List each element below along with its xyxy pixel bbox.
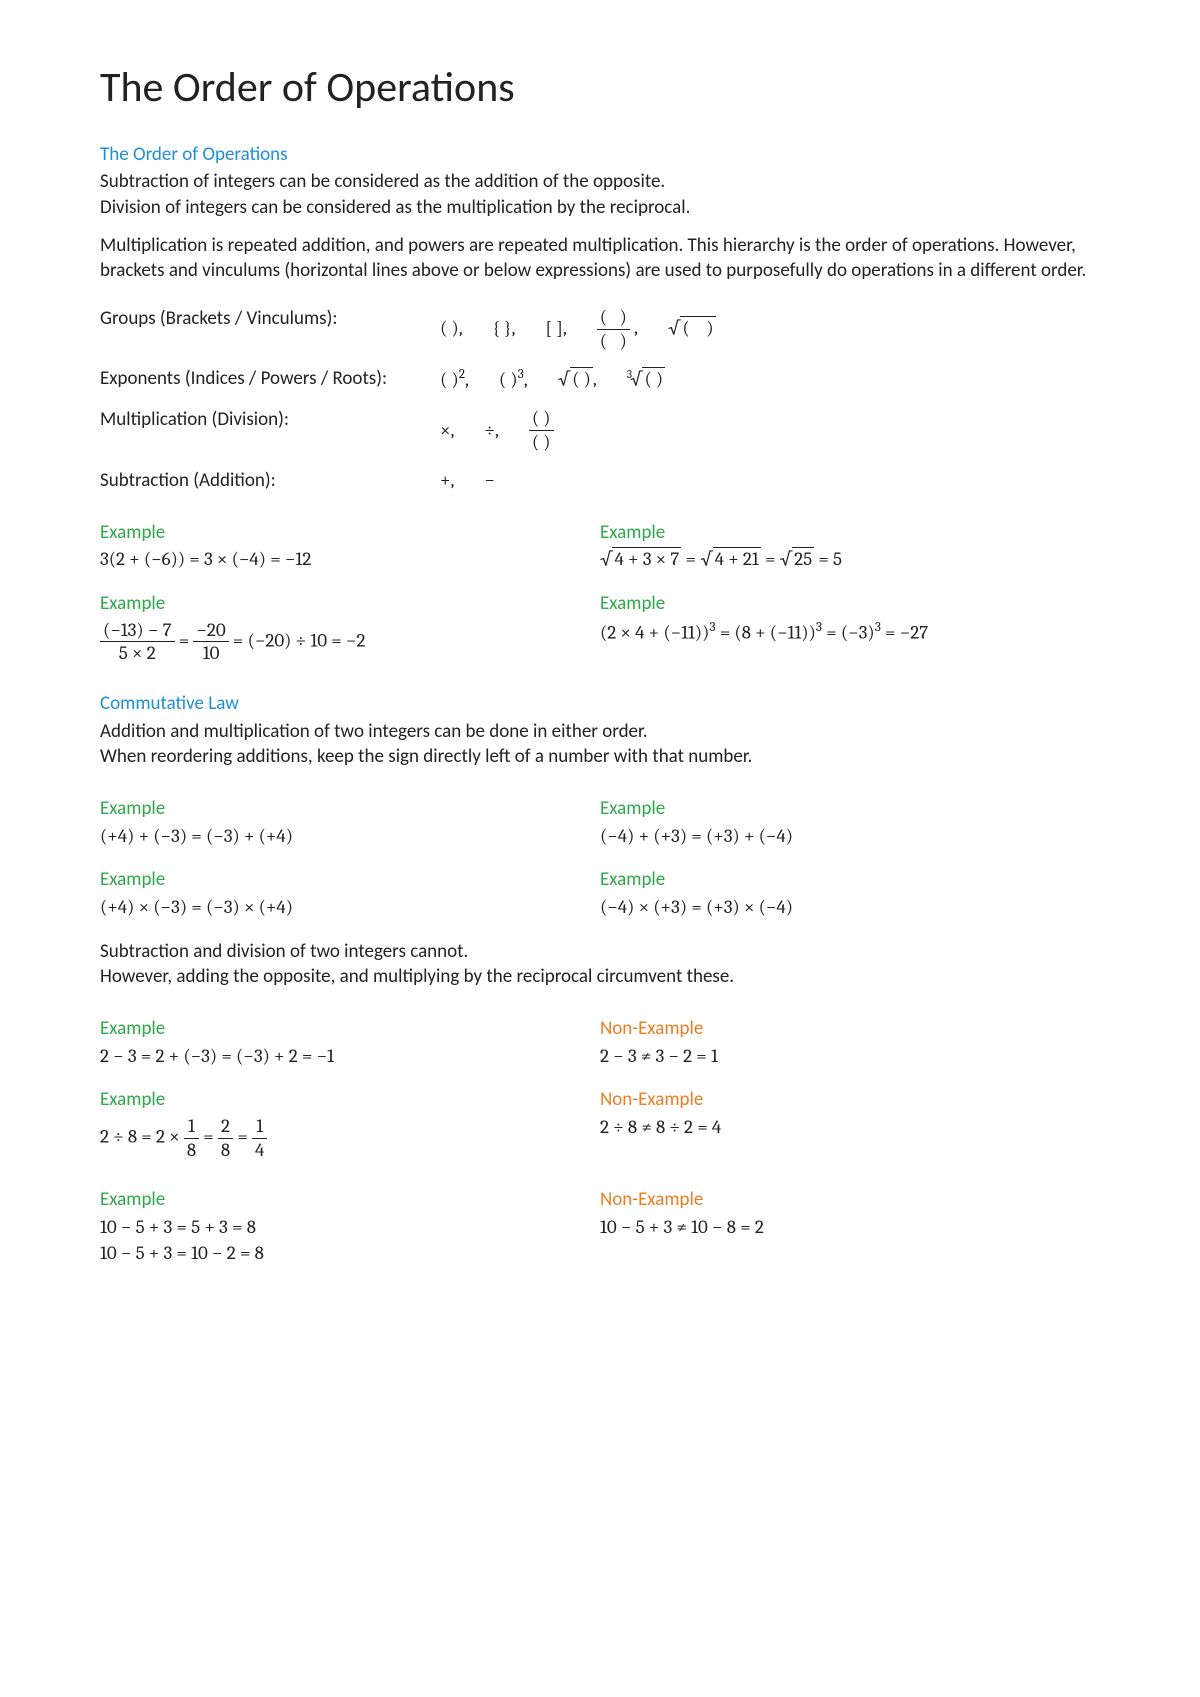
intro-line-2: Division of integers can be considered a…	[100, 195, 1100, 221]
frac-num: 1	[252, 1115, 267, 1139]
nonexample-3d: Non-Example 2 ÷ 8 ≠ 8 ÷ 2 = 4	[600, 1087, 1100, 1161]
section-heading: Commutative Law	[100, 691, 1100, 717]
op-row-sub: Subtraction (Addition): +, −	[100, 468, 1100, 494]
op-symbols-mult: ×, ÷, ( )( )	[440, 407, 554, 454]
op-label-sub: Subtraction (Addition):	[100, 468, 440, 494]
op-label-groups: Groups (Brackets / Vinculums):	[100, 306, 440, 353]
math-eq: =	[233, 1126, 252, 1148]
op-row-mult: Multiplication (Division): ×, ÷, ( )( )	[100, 407, 1100, 454]
example-2a: Example (+4) + (−3) = (−3) + (+4)	[100, 796, 600, 849]
example-label: Example	[100, 1016, 600, 1042]
nonexample-3f: Non-Example 10 − 5 + 3 ≠ 10 − 8 = 2	[600, 1187, 1100, 1266]
example-2a-math: (+4) + (−3) = (−3) + (+4)	[100, 824, 600, 850]
example-3c: Example 2 ÷ 8 = 2 × 18 = 28 = 14	[100, 1087, 600, 1161]
op-symbols-sub: +, −	[440, 468, 495, 494]
op-label-exponents: Exponents (Indices / Powers / Roots):	[100, 366, 440, 393]
section-heading: The Order of Operations	[100, 142, 1100, 168]
frac-den: 10	[193, 642, 228, 665]
page-title: The Order of Operations	[100, 60, 1100, 117]
example-1b-math: 4 + 3 × 7 = 4 + 21 = 25 = 5	[600, 547, 1100, 573]
commutative-line-2: When reordering additions, keep the sign…	[100, 744, 1100, 770]
nonexample-label: Non-Example	[600, 1016, 1100, 1042]
example-1c: Example (−13) − 75 × 2 = −2010 = (−20) ÷…	[100, 591, 600, 665]
example-1c-math: (−13) − 75 × 2 = −2010 = (−20) ÷ 10 = −2	[100, 619, 600, 666]
example-label: Example	[100, 520, 600, 546]
nonexample-3d-math: 2 ÷ 8 ≠ 8 ÷ 2 = 4	[600, 1115, 1100, 1141]
example-1d: Example (2 × 4 + (−11))3 = (8 + (−11))3 …	[600, 591, 1100, 665]
examples-row-2: Example (−13) − 75 × 2 = −2010 = (−20) ÷…	[100, 591, 1100, 665]
frac-den: 4	[252, 1139, 267, 1162]
example-label: Example	[100, 1087, 600, 1113]
example-1a-math: 3(2 + (−6)) = 3 × (−4) = −12	[100, 547, 600, 573]
commutative-line-1: Addition and multiplication of two integ…	[100, 719, 1100, 745]
example-label: Example	[600, 796, 1100, 822]
nonexample-label: Non-Example	[600, 1187, 1100, 1213]
frac-den: 8	[184, 1139, 199, 1162]
example-3e: Example 10 − 5 + 3 = 5 + 3 = 8 10 − 5 + …	[100, 1187, 600, 1266]
example-2d-math: (−4) × (+3) = (+3) × (−4)	[600, 895, 1100, 921]
examples3-row-3: Example 10 − 5 + 3 = 5 + 3 = 8 10 − 5 + …	[100, 1187, 1100, 1266]
frac-num: 1	[184, 1115, 199, 1139]
op-symbols-groups: ( ), { }, [ ], ( )( ) , ( )	[440, 306, 716, 353]
frac-num: 2	[218, 1115, 233, 1139]
intro-paragraph: Multiplication is repeated addition, and…	[100, 233, 1100, 284]
commutative-line-4: However, adding the opposite, and multip…	[100, 964, 1100, 990]
examples3-row-1: Example 2 − 3 = 2 + (−3) = (−3) + 2 = −1…	[100, 1016, 1100, 1069]
example-label: Example	[100, 1187, 600, 1213]
frac-num: −20	[193, 619, 228, 643]
example-3c-math: 2 ÷ 8 = 2 × 18 = 28 = 14	[100, 1115, 600, 1162]
example-2b: Example (−4) + (+3) = (+3) + (−4)	[600, 796, 1100, 849]
examples-row-1: Example 3(2 + (−6)) = 3 × (−4) = −12 Exa…	[100, 520, 1100, 573]
section-commutative: Commutative Law Addition and multiplicat…	[100, 691, 1100, 1266]
nonexample-3f-math: 10 − 5 + 3 ≠ 10 − 8 = 2	[600, 1215, 1100, 1241]
example-label: Example	[100, 796, 600, 822]
frac-num: (−13) − 7	[100, 619, 175, 643]
examples2-row-2: Example (+4) × (−3) = (−3) × (+4) Exampl…	[100, 867, 1100, 920]
example-label: Example	[100, 591, 600, 617]
nonexample-label: Non-Example	[600, 1087, 1100, 1113]
example-1a: Example 3(2 + (−6)) = 3 × (−4) = −12	[100, 520, 600, 573]
example-3a-math: 2 − 3 = 2 + (−3) = (−3) + 2 = −1	[100, 1044, 600, 1070]
math-eq: =	[199, 1126, 218, 1148]
example-label: Example	[100, 867, 600, 893]
section-order: The Order of Operations Subtraction of i…	[100, 142, 1100, 666]
op-label-mult: Multiplication (Division):	[100, 407, 440, 454]
nonexample-3b-math: 2 − 3 ≠ 3 − 2 = 1	[600, 1044, 1100, 1070]
op-row-groups: Groups (Brackets / Vinculums): ( ), { },…	[100, 306, 1100, 353]
example-2b-math: (−4) + (+3) = (+3) + (−4)	[600, 824, 1100, 850]
example-label: Example	[600, 591, 1100, 617]
math-tail: = (−20) ÷ 10 = −2	[233, 629, 366, 651]
frac-den: 5 × 2	[100, 642, 175, 665]
intro-line-1: Subtraction of integers can be considere…	[100, 169, 1100, 195]
example-1b: Example 4 + 3 × 7 = 4 + 21 = 25 = 5	[600, 520, 1100, 573]
example-3e1-math: 10 − 5 + 3 = 5 + 3 = 8	[100, 1215, 600, 1241]
example-2c: Example (+4) × (−3) = (−3) × (+4)	[100, 867, 600, 920]
example-2d: Example (−4) × (+3) = (+3) × (−4)	[600, 867, 1100, 920]
commutative-line-3: Subtraction and division of two integers…	[100, 939, 1100, 965]
example-2c-math: (+4) × (−3) = (−3) × (+4)	[100, 895, 600, 921]
op-symbols-exponents: ( )2, ( )3, ( ), 3( )	[440, 366, 665, 393]
math-lead: 2 ÷ 8 = 2 ×	[100, 1126, 184, 1148]
example-label: Example	[600, 867, 1100, 893]
example-3e2-math: 10 − 5 + 3 = 10 − 2 = 8	[100, 1241, 600, 1267]
example-1d-math: (2 × 4 + (−11))3 = (8 + (−11))3 = (−3)3 …	[600, 619, 1100, 646]
nonexample-3b: Non-Example 2 − 3 ≠ 3 − 2 = 1	[600, 1016, 1100, 1069]
example-3a: Example 2 − 3 = 2 + (−3) = (−3) + 2 = −1	[100, 1016, 600, 1069]
examples3-row-2: Example 2 ÷ 8 = 2 × 18 = 28 = 14 Non-Exa…	[100, 1087, 1100, 1161]
op-row-exponents: Exponents (Indices / Powers / Roots): ( …	[100, 366, 1100, 393]
example-label: Example	[600, 520, 1100, 546]
frac-den: 8	[218, 1139, 233, 1162]
examples2-row-1: Example (+4) + (−3) = (−3) + (+4) Exampl…	[100, 796, 1100, 849]
